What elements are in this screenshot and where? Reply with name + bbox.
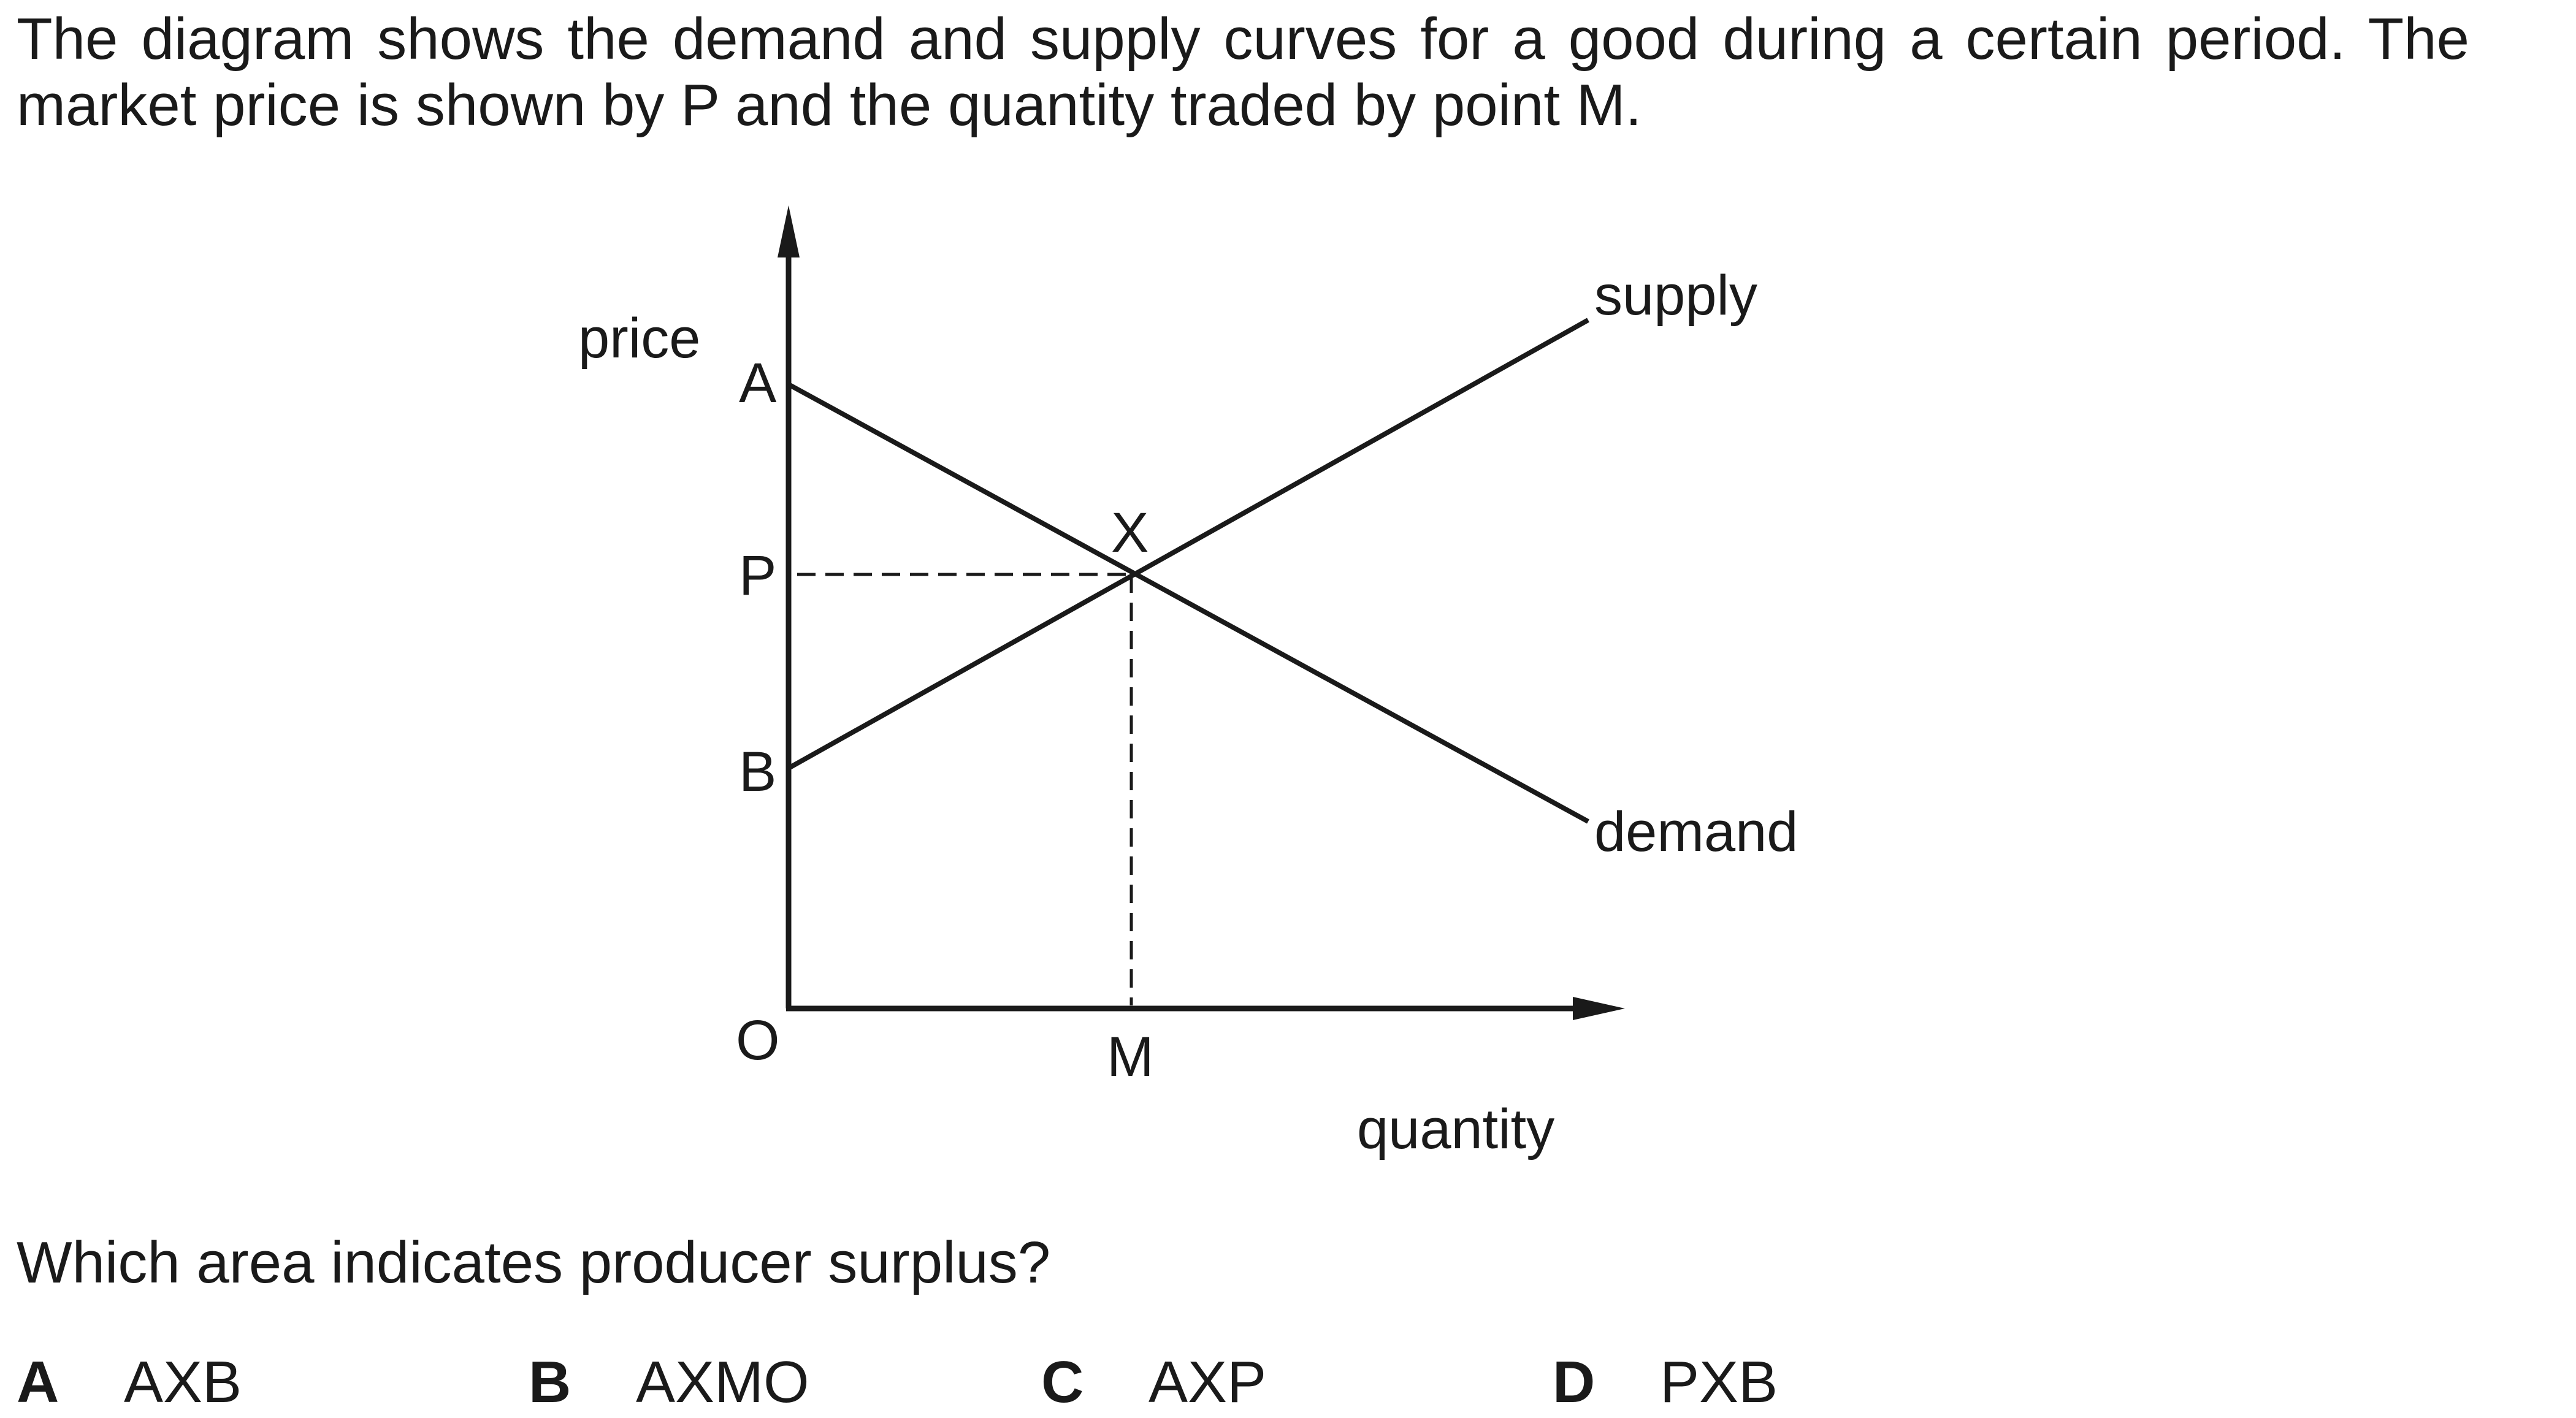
y-axis-label: price — [578, 307, 700, 370]
option-b[interactable]: B AXMO — [529, 1349, 809, 1416]
option-text: AXMO — [636, 1349, 809, 1415]
option-letter: B — [529, 1349, 571, 1415]
option-text: PXB — [1660, 1349, 1778, 1415]
option-text: AXB — [124, 1349, 242, 1415]
option-d[interactable]: D PXB — [1553, 1349, 1778, 1416]
supply-curve-label: supply — [1594, 264, 1757, 327]
demand-curve — [787, 382, 1589, 824]
question-intro: The diagram shows the demand and supply … — [17, 6, 2469, 138]
option-c[interactable]: C AXP — [1041, 1349, 1266, 1416]
point-b-label: B — [739, 741, 776, 803]
option-a[interactable]: A AXB — [17, 1349, 242, 1416]
x-axis-label: quantity — [1357, 1098, 1554, 1161]
point-p-label: P — [739, 544, 776, 607]
point-x-label: X — [1111, 501, 1148, 564]
demand-curve-label: demand — [1594, 801, 1798, 863]
point-m-label: M — [1107, 1026, 1154, 1088]
option-letter: C — [1041, 1349, 1084, 1415]
price-axis-arrowhead — [778, 205, 800, 257]
supply-curve — [787, 318, 1589, 771]
option-text: AXP — [1148, 1349, 1267, 1415]
quantity-axis-arrowhead — [1573, 997, 1625, 1020]
option-letter: D — [1553, 1349, 1596, 1415]
point-a-label: A — [739, 352, 777, 414]
question-text: Which area indicates producer surplus? — [17, 1230, 1051, 1295]
option-letter: A — [17, 1349, 59, 1415]
origin-label: O — [736, 1009, 780, 1072]
